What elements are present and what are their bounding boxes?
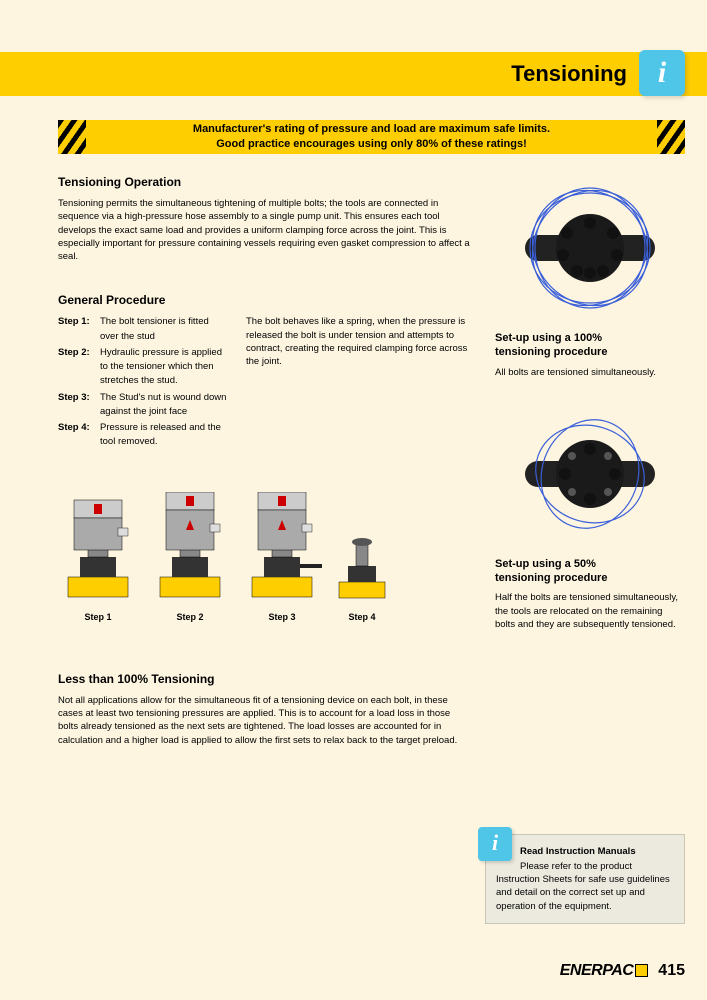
page-number: 415 bbox=[658, 962, 685, 980]
step3-diagram bbox=[242, 492, 322, 602]
header-bar: Tensioning bbox=[0, 52, 707, 96]
page-title: Tensioning bbox=[511, 61, 627, 87]
setup100-image bbox=[495, 175, 685, 325]
step-text: Pressure is released and the tool remove… bbox=[100, 421, 228, 450]
info-icon: i bbox=[478, 827, 512, 861]
section1-title: Tensioning Operation bbox=[58, 175, 471, 189]
warning-banner: Manufacturer's rating of pressure and lo… bbox=[58, 120, 685, 154]
diag-label: Step 4 bbox=[348, 612, 375, 622]
warning-text: Manufacturer's rating of pressure and lo… bbox=[193, 122, 550, 152]
setup2-title: Set-up using a 50% tensioning procedure bbox=[495, 557, 685, 586]
warning-line2: Good practice encourages using only 80% … bbox=[216, 138, 527, 150]
diag-label: Step 2 bbox=[176, 612, 203, 622]
step4-diagram bbox=[334, 532, 390, 602]
step2-diagram bbox=[150, 492, 230, 602]
section2-title: General Procedure bbox=[58, 293, 471, 307]
warning-line1: Manufacturer's rating of pressure and lo… bbox=[193, 123, 550, 135]
step-label: Step 4: bbox=[58, 421, 100, 450]
setup1-text: All bolts are tensioned simultaneously. bbox=[495, 366, 685, 379]
section3-title: Less than 100% Tensioning bbox=[58, 672, 471, 686]
setup50-image bbox=[495, 401, 685, 551]
brand-logo: ENERPAC bbox=[560, 962, 649, 980]
setup1-title: Set-up using a 100% tensioning procedure bbox=[495, 331, 685, 360]
steps-list: Step 1:The bolt tensioner is fitted over… bbox=[58, 315, 228, 449]
step-label: Step 2: bbox=[58, 346, 100, 389]
step-label: Step 1: bbox=[58, 315, 100, 344]
info-icon: i bbox=[639, 50, 685, 96]
section1-body: Tensioning permits the simultaneous tigh… bbox=[58, 197, 471, 263]
step-text: The Stud's nut is wound down against the… bbox=[100, 391, 228, 420]
infobox-title: Read Instruction Manuals bbox=[496, 845, 674, 858]
step-text: Hydraulic pressure is applied to the ten… bbox=[100, 346, 228, 389]
infobox-body: Please refer to the product Instruction … bbox=[496, 861, 670, 912]
diag-label: Step 1 bbox=[84, 612, 111, 622]
step-text: The bolt tensioner is fitted over the st… bbox=[100, 315, 228, 344]
procedure-note: The bolt behaves like a spring, when the… bbox=[246, 315, 471, 368]
diagram-row: Step 1 Step 2 bbox=[58, 492, 471, 622]
instruction-box: i Read Instruction Manuals Please refer … bbox=[485, 834, 685, 924]
setup2-text: Half the bolts are tensioned simultaneou… bbox=[495, 591, 685, 631]
diag-label: Step 3 bbox=[268, 612, 295, 622]
content-area: Tensioning Operation Tensioning permits … bbox=[58, 175, 685, 755]
footer: ENERPAC 415 bbox=[560, 962, 685, 980]
step1-diagram bbox=[58, 492, 138, 602]
step-label: Step 3: bbox=[58, 391, 100, 420]
section3-body: Not all applications allow for the simul… bbox=[58, 694, 471, 747]
